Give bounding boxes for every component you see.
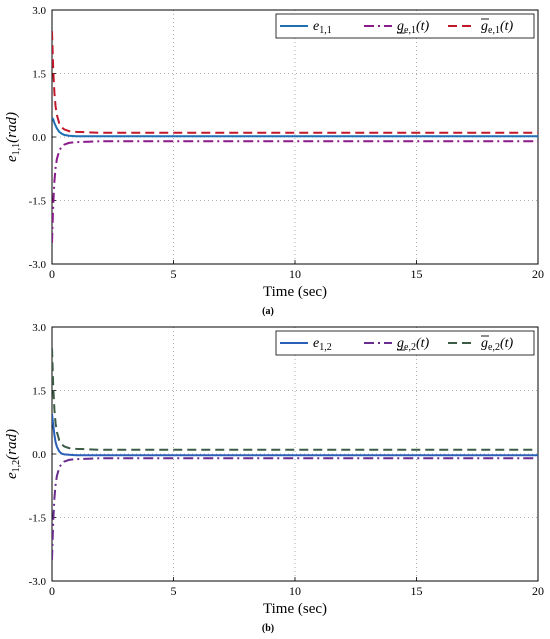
series-line-1 — [52, 413, 538, 457]
y-axis-label: e1,1(rad) — [4, 112, 22, 162]
y-tick-label: -3.0 — [29, 576, 47, 588]
x-tick-label: 5 — [171, 267, 177, 281]
y-tick-label: 3.0 — [32, 5, 46, 17]
legend: e1,1 ge,1(t) ge,1(t) — [275, 13, 535, 39]
y-tick-label: 1.5 — [32, 386, 46, 398]
y-tick-label: -1.5 — [29, 196, 47, 208]
x-tick-label: 10 — [289, 584, 301, 598]
legend-entry-label: ge,2(t) — [397, 336, 430, 353]
y-tick-label: 0.0 — [32, 449, 46, 461]
y-tick-label: -1.5 — [29, 513, 47, 525]
legend-box — [275, 13, 535, 39]
x-tick-label: 0 — [49, 584, 55, 598]
y-tick-label: 1.5 — [32, 69, 46, 81]
legend: e1,2 ge,2(t) ge,2(t) — [275, 330, 535, 356]
x-tick-label: 10 — [289, 267, 301, 281]
series-group — [52, 31, 538, 243]
legend-box — [275, 330, 535, 356]
y-tick-label: 3.0 — [32, 322, 46, 334]
panel-label: (a) — [262, 306, 274, 317]
series-line-2 — [52, 140, 538, 243]
x-tick-label: 20 — [532, 584, 544, 598]
series-line-1 — [52, 117, 538, 138]
x-tick-label: 20 — [532, 267, 544, 281]
series-group — [52, 348, 538, 560]
legend-entry-label: e1,2 — [313, 336, 332, 353]
y-tick-label: -3.0 — [29, 259, 47, 271]
series-line-3 — [52, 31, 538, 134]
x-axis-label: Time (sec) — [263, 284, 327, 300]
y-tick-label: 0.0 — [32, 132, 46, 144]
series-line-3 — [52, 348, 538, 451]
legend-entry-label: ge,1(t) — [481, 19, 514, 36]
legend-entry-label: e1,1 — [313, 19, 332, 36]
x-tick-label: 15 — [411, 267, 423, 281]
series-line-2 — [52, 457, 538, 560]
x-tick-label: 15 — [411, 584, 423, 598]
x-tick-label: 0 — [49, 267, 55, 281]
x-axis-label: Time (sec) — [263, 601, 327, 617]
panel-label: (b) — [262, 623, 274, 634]
y-axis-label: e1,2(rad) — [4, 429, 22, 479]
legend-entry-label: ge,2(t) — [481, 336, 514, 353]
chart-panel-2: 0 5 10 15 20 3.0 1.5 0.0 -1.5 -3.0 e1,2 ge,2(t) ge,2… — [4, 322, 544, 634]
chart-panel-1: 0 5 10 15 20 3.0 1.5 0.0 -1.5 -3.0 e1,1 ge,1(t) ge,1… — [4, 5, 544, 317]
x-tick-label: 5 — [171, 584, 177, 598]
legend-entry-label: ge,1(t) — [397, 19, 430, 36]
